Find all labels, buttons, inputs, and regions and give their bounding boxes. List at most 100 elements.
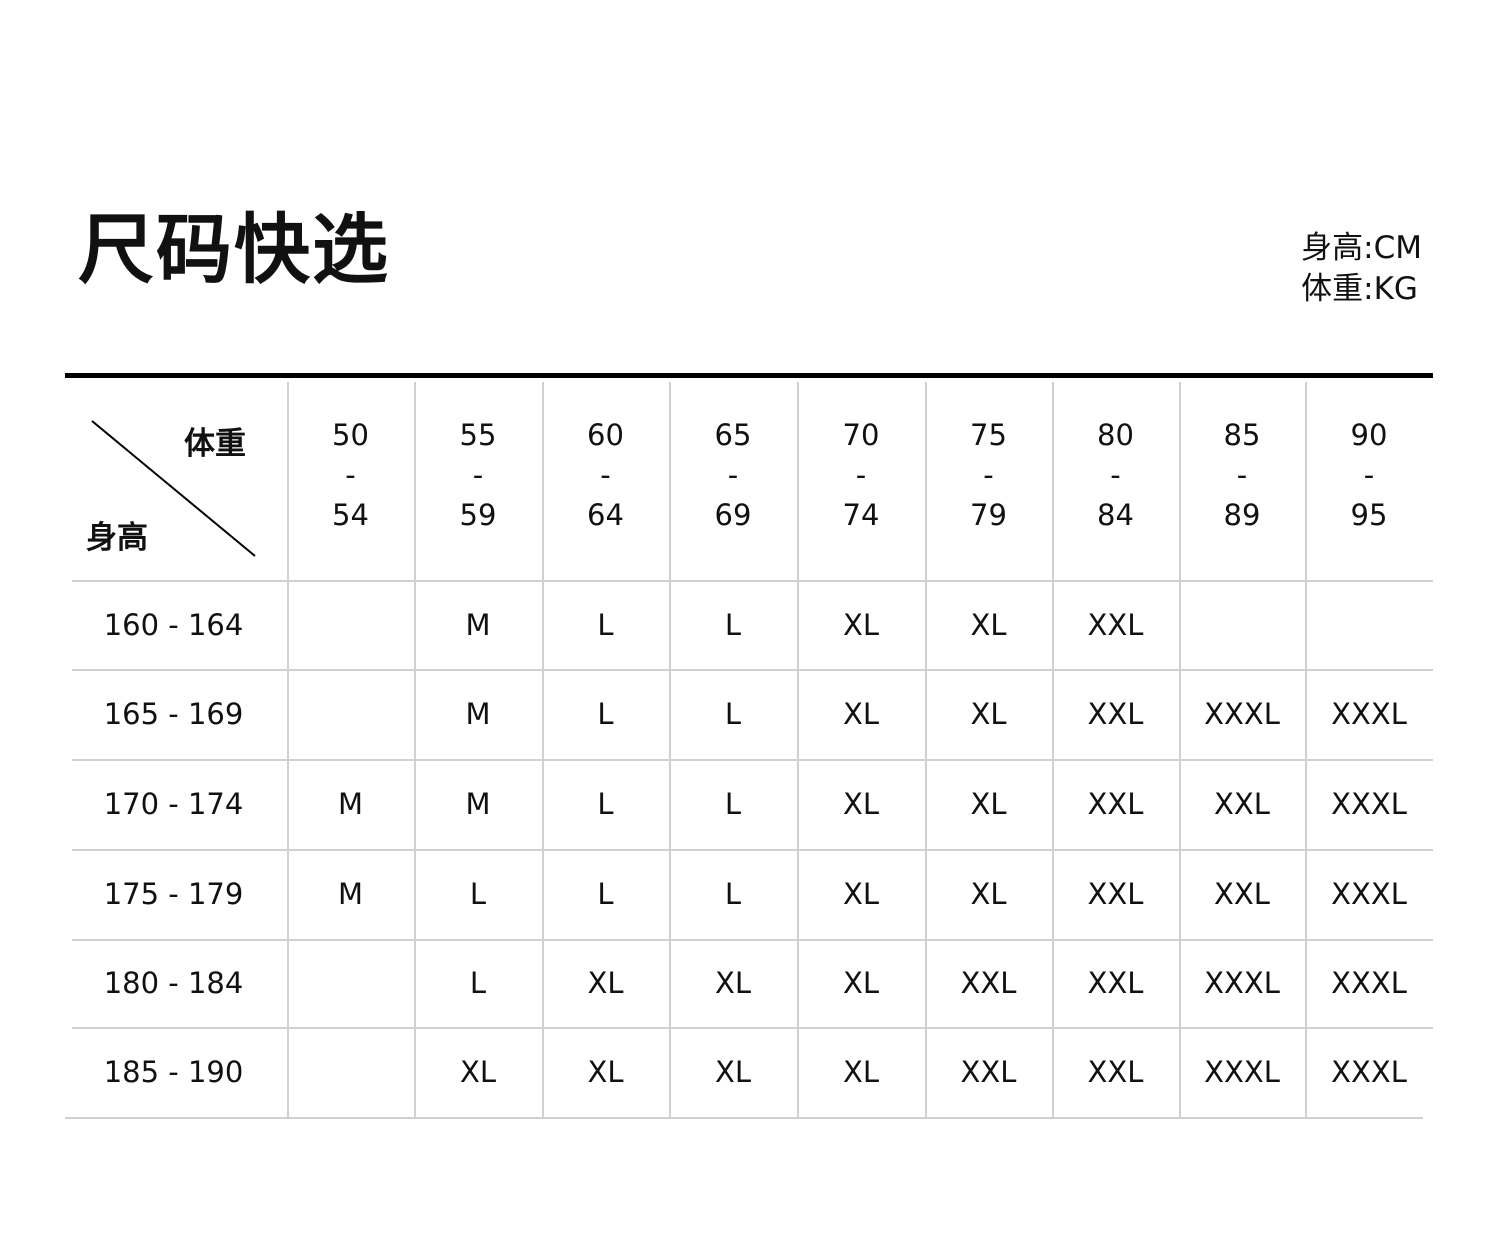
weight-column-header: 80 - 84 bbox=[1052, 380, 1179, 570]
size-cell: M bbox=[465, 787, 491, 821]
size-cell: XL bbox=[459, 1055, 497, 1089]
weight-range-part: 55 bbox=[459, 418, 497, 452]
size-cell: XXL bbox=[1214, 787, 1270, 821]
grid-hline bbox=[72, 939, 1433, 941]
size-cell: XXL bbox=[1214, 877, 1270, 911]
grid-hline bbox=[72, 580, 1433, 582]
weight-range-part: 85 bbox=[1223, 418, 1261, 452]
size-cell bbox=[1179, 580, 1305, 669]
weight-range-part: - bbox=[727, 458, 739, 492]
weight-range-part: 75 bbox=[970, 418, 1007, 452]
size-cell: XXXL bbox=[1331, 877, 1407, 911]
size-cell: XXL bbox=[1087, 607, 1144, 642]
weight-range-part: 95 bbox=[1350, 498, 1388, 532]
weight-range-part: 64 bbox=[587, 498, 624, 532]
weight-column-header: 75 - 79 bbox=[925, 380, 1052, 570]
units-legend: 身高:CM 体重:KG bbox=[1301, 228, 1422, 310]
grid-hline bbox=[72, 1027, 1433, 1029]
height-range-cell: 170 - 174 bbox=[103, 787, 244, 821]
size-cell bbox=[287, 580, 414, 669]
size-cell: XXXL bbox=[1331, 1055, 1407, 1089]
size-cell: M bbox=[465, 607, 491, 642]
size-cell: L bbox=[597, 787, 614, 821]
size-cell: L bbox=[724, 697, 742, 731]
height-unit: 身高:CM bbox=[1301, 230, 1422, 266]
corner-weight-label: 体重 bbox=[184, 426, 246, 462]
size-cell: XXL bbox=[1087, 787, 1144, 821]
grid-vline bbox=[414, 382, 416, 1117]
weight-column-header: 90 - 95 bbox=[1305, 380, 1433, 570]
weight-range-part: - bbox=[1363, 458, 1375, 492]
weight-range-part: 79 bbox=[970, 498, 1007, 532]
grid-vline bbox=[1052, 382, 1054, 1117]
weight-range-part: 50 bbox=[332, 418, 369, 452]
corner-height-label: 身高 bbox=[86, 520, 148, 556]
size-cell: XL bbox=[842, 607, 880, 642]
height-range-cell: 180 - 184 bbox=[103, 966, 244, 1000]
weight-range-part: 69 bbox=[714, 498, 752, 532]
grid-vline bbox=[925, 382, 927, 1117]
size-cell bbox=[1305, 580, 1433, 669]
size-cell: M bbox=[465, 697, 491, 731]
height-range-cell: 165 - 169 bbox=[103, 697, 244, 731]
weight-column-header: 85 - 89 bbox=[1179, 380, 1305, 570]
size-cell: XXL bbox=[1087, 877, 1144, 911]
weight-range-part: - bbox=[1110, 458, 1121, 492]
size-cell: L bbox=[597, 607, 614, 642]
weight-column-header: 70 - 74 bbox=[797, 380, 925, 570]
weight-range-part: 84 bbox=[1097, 498, 1134, 532]
grid-hline bbox=[72, 849, 1433, 851]
corner-diagonal bbox=[91, 420, 256, 557]
size-cell: XL bbox=[587, 1055, 624, 1089]
grid-vline bbox=[287, 382, 289, 1117]
size-cell: XL bbox=[970, 697, 1007, 731]
size-cell: XL bbox=[714, 966, 752, 1000]
grid-vline bbox=[1305, 382, 1307, 1117]
top-rule bbox=[65, 373, 1433, 378]
grid-vline bbox=[542, 382, 544, 1117]
weight-range-part: 65 bbox=[714, 418, 752, 452]
grid-hline bbox=[65, 1117, 1423, 1119]
weight-column-header: 65 - 69 bbox=[669, 380, 797, 570]
size-cell: XL bbox=[970, 877, 1007, 911]
size-cell: L bbox=[597, 877, 614, 911]
weight-range-part: 89 bbox=[1223, 498, 1261, 532]
size-cell: XL bbox=[842, 697, 880, 731]
weight-column-header: 50 - 54 bbox=[287, 380, 414, 570]
size-cell: XL bbox=[842, 787, 880, 821]
size-cell: XXXL bbox=[1204, 966, 1280, 1000]
size-cell: XL bbox=[842, 877, 880, 911]
size-cell: XXL bbox=[960, 966, 1017, 1000]
size-cell: M bbox=[337, 877, 364, 911]
weight-range-part: - bbox=[600, 458, 611, 492]
weight-range-part: - bbox=[855, 458, 867, 492]
weight-range-part: 74 bbox=[842, 498, 880, 532]
size-cell: XXXL bbox=[1204, 697, 1280, 731]
weight-range-part: - bbox=[345, 458, 356, 492]
size-cell: L bbox=[469, 966, 487, 1000]
size-cell: XL bbox=[714, 1055, 752, 1089]
weight-range-part: - bbox=[472, 458, 484, 492]
weight-range-part: - bbox=[1236, 458, 1248, 492]
size-cell bbox=[287, 669, 414, 759]
size-cell bbox=[287, 939, 414, 1027]
weight-range-part: - bbox=[983, 458, 994, 492]
size-cell: XXXL bbox=[1331, 697, 1407, 731]
weight-range-part: 60 bbox=[587, 418, 624, 452]
size-cell: XL bbox=[842, 1055, 880, 1089]
weight-column-header: 60 - 64 bbox=[542, 380, 669, 570]
height-range-cell: 175 - 179 bbox=[103, 877, 244, 911]
grid-hline bbox=[72, 669, 1433, 671]
size-cell: XXXL bbox=[1331, 966, 1407, 1000]
weight-range-part: 90 bbox=[1350, 418, 1388, 452]
grid-vline bbox=[1179, 382, 1181, 1117]
size-cell: L bbox=[724, 607, 742, 642]
size-cell: L bbox=[724, 877, 742, 911]
size-cell: XL bbox=[970, 787, 1007, 821]
size-cell: XXL bbox=[1087, 697, 1144, 731]
grid-vline bbox=[797, 382, 799, 1117]
size-cell: XL bbox=[587, 966, 624, 1000]
size-cell: M bbox=[337, 787, 364, 821]
size-cell: L bbox=[597, 697, 614, 731]
size-cell bbox=[287, 1027, 414, 1117]
